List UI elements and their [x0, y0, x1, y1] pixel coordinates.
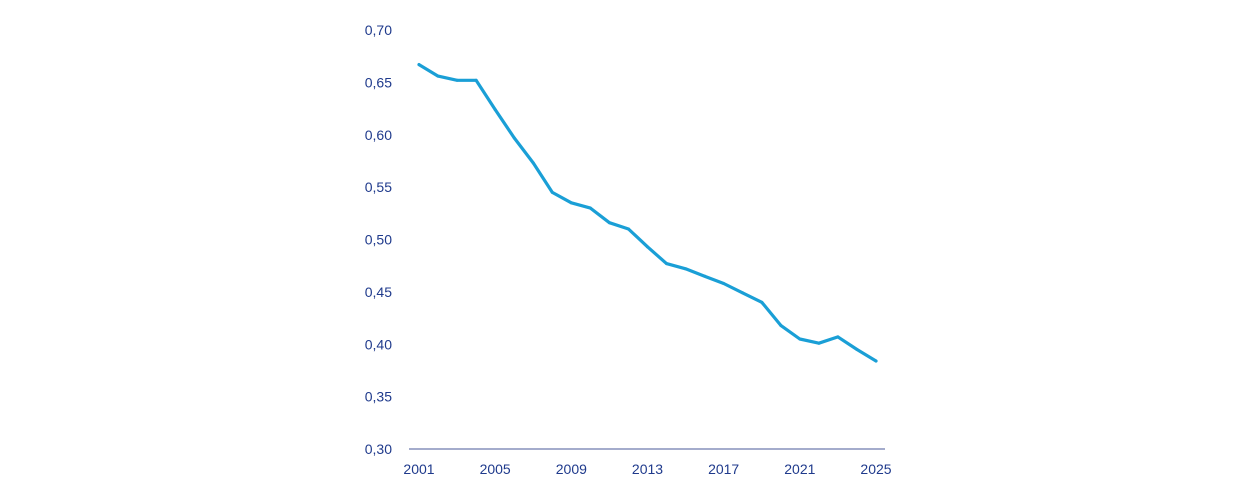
data-point: [626, 227, 630, 231]
data-point: [760, 300, 764, 304]
data-point: [836, 335, 840, 339]
x-tick-label: 2001: [403, 461, 434, 477]
data-point: [722, 281, 726, 285]
y-tick-label: 0,70: [365, 22, 392, 38]
y-tick-label: 0,35: [365, 389, 392, 405]
data-point: [874, 359, 878, 363]
y-tick-label: 0,50: [365, 232, 392, 248]
data-point: [855, 347, 859, 351]
data-point: [684, 267, 688, 271]
data-point: [665, 262, 669, 266]
x-tick-label: 2013: [632, 461, 663, 477]
data-point: [436, 74, 440, 78]
data-point: [779, 323, 783, 327]
x-tick-label: 2021: [784, 461, 815, 477]
x-tick-label: 2005: [480, 461, 511, 477]
y-tick-label: 0,60: [365, 127, 392, 143]
data-point: [798, 337, 802, 341]
data-point: [703, 274, 707, 278]
data-point: [531, 161, 535, 165]
y-tick-label: 0,40: [365, 336, 392, 352]
data-point: [607, 221, 611, 225]
data-point: [646, 245, 649, 249]
series-line: [417, 62, 878, 363]
data-point: [512, 136, 516, 140]
data-point: [417, 63, 421, 67]
data-point: [455, 78, 459, 82]
y-tick-label: 0,45: [365, 284, 392, 300]
data-point: [550, 190, 554, 194]
y-tick-label: 0,55: [365, 179, 392, 195]
data-point: [741, 291, 745, 295]
y-tick-label: 0,65: [365, 74, 392, 90]
x-tick-label: 2025: [860, 461, 891, 477]
data-point: [474, 78, 478, 82]
data-point: [817, 341, 821, 345]
data-point: [569, 201, 573, 205]
x-tick-label: 2017: [708, 461, 739, 477]
x-tick-label: 2009: [556, 461, 587, 477]
data-point: [588, 206, 592, 210]
y-tick-label: 0,30: [365, 441, 392, 457]
data-point: [493, 108, 497, 112]
